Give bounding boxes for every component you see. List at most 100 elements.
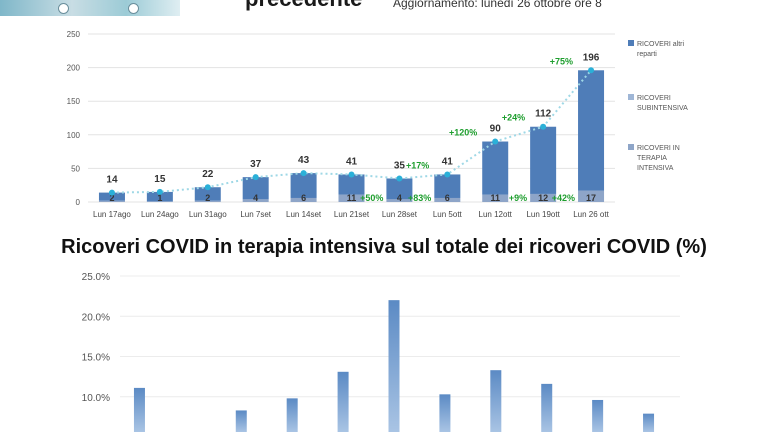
y-tick-label: 50 xyxy=(71,164,80,173)
total-growth-label: +17% xyxy=(406,160,429,170)
total-point xyxy=(252,174,259,181)
x-tick-label: Lun 5ott xyxy=(433,210,463,219)
bar-terapia-intensiva xyxy=(242,199,269,202)
icu-share-bar xyxy=(541,383,553,432)
bar-terapia-intensiva xyxy=(338,194,365,202)
total-value-label: 90 xyxy=(490,124,502,135)
header-logo-image xyxy=(0,0,180,16)
legend-swatch xyxy=(628,94,634,100)
update-timestamp: Aggiornamento: lunedì 26 ottobre ore 8 xyxy=(393,0,602,10)
total-value-label: 14 xyxy=(106,175,118,186)
icu-share-bar xyxy=(592,399,604,432)
x-tick-label: Lun 7set xyxy=(240,210,271,219)
bar-altri-reparti xyxy=(194,187,221,201)
bar-terapia-intensiva xyxy=(578,190,605,202)
legend-swatch xyxy=(628,144,634,150)
total-point xyxy=(108,189,115,196)
x-tick-label: Lun 12ott xyxy=(479,210,513,219)
bar-altri-reparti xyxy=(434,174,461,198)
ti-growth-label: +9% xyxy=(509,193,527,203)
icu-share-bar xyxy=(133,387,145,432)
total-value-label: 15 xyxy=(154,174,166,185)
total-value-label: 22 xyxy=(202,169,214,180)
icu-share-bar xyxy=(337,371,349,432)
x-tick-label: Lun 19ott xyxy=(526,210,560,219)
wheel-icon xyxy=(128,3,139,14)
total-point xyxy=(588,67,595,74)
ti-value-label: 6 xyxy=(445,193,450,203)
bar-altri-reparti xyxy=(530,126,557,194)
wheel-icon xyxy=(58,3,69,14)
total-value-label: 41 xyxy=(346,156,358,167)
icu-share-bar xyxy=(235,410,247,432)
bar-terapia-intensiva xyxy=(98,200,125,202)
icu-share-bar xyxy=(388,300,400,432)
y-tick-label: 100 xyxy=(67,131,81,140)
ti-value-label: 11 xyxy=(347,193,357,203)
ti-value-label: 4 xyxy=(253,193,258,203)
y-tick-label: 250 xyxy=(67,30,81,39)
bar-terapia-intensiva xyxy=(530,193,557,202)
total-point xyxy=(444,171,451,178)
y-tick-label: 10.0% xyxy=(82,393,110,404)
bar-terapia-intensiva xyxy=(482,194,509,202)
total-value-label: 43 xyxy=(298,155,310,166)
bar-altri-reparti xyxy=(98,192,125,201)
total-growth-label: +120% xyxy=(449,128,477,138)
ti-growth-label: +42% xyxy=(552,193,575,203)
x-tick-label: Lun 14set xyxy=(286,210,322,219)
x-tick-label: Lun 24ago xyxy=(141,210,179,219)
icu-share-bar xyxy=(439,394,451,432)
icu-share-bar xyxy=(490,370,502,432)
total-value-label: 112 xyxy=(535,109,552,120)
x-tick-label: Lun 31ago xyxy=(189,210,227,219)
x-tick-label: Lun 21set xyxy=(334,210,370,219)
x-tick-label: Lun 26 ott xyxy=(573,210,609,219)
page-title: precedente xyxy=(245,0,362,12)
icu-share-chart: 25.0%20.0%15.0%10.0%5.0% xyxy=(82,272,680,432)
ti-value-label: 1 xyxy=(157,193,162,203)
ti-growth-label: +50% xyxy=(360,193,383,203)
y-tick-label: 25.0% xyxy=(82,272,110,283)
y-tick-label: 150 xyxy=(67,97,81,106)
icu-share-chart-title: Ricoveri COVID in terapia intensiva sul … xyxy=(61,236,707,258)
x-tick-label: Lun 17ago xyxy=(93,210,131,219)
y-tick-label: 0 xyxy=(76,198,81,207)
icu-share-bar xyxy=(643,413,655,432)
total-point xyxy=(396,175,403,182)
total-point xyxy=(204,184,211,191)
y-tick-label: 20.0% xyxy=(82,312,110,323)
total-point xyxy=(300,170,307,177)
ti-value-label: 17 xyxy=(586,193,596,203)
y-tick-label: 200 xyxy=(67,64,81,73)
bar-altri-reparti xyxy=(146,191,173,202)
ti-value-label: 2 xyxy=(205,193,210,203)
total-point xyxy=(540,123,547,130)
total-value-label: 37 xyxy=(250,159,262,170)
bar-altri-reparti xyxy=(290,173,317,198)
bar-terapia-intensiva xyxy=(434,197,461,202)
legend-label: RICOVERI SUBINTENSIVA xyxy=(637,95,688,112)
total-growth-label: +75% xyxy=(550,56,573,66)
bar-terapia-intensiva xyxy=(290,197,317,202)
bar-altri-reparti xyxy=(386,178,413,200)
x-tick-label: Lun 28set xyxy=(382,210,418,219)
bar-altri-reparti xyxy=(482,141,509,195)
bar-terapia-intensiva xyxy=(194,200,221,202)
ti-value-label: 11 xyxy=(490,193,500,203)
legend-label: RICOVERI altri reparti xyxy=(637,41,685,58)
bar-altri-reparti xyxy=(242,177,269,200)
y-tick-label: 15.0% xyxy=(82,353,110,364)
total-value-label: 35 xyxy=(394,160,406,171)
hospitalizations-chart: 0 50 100 150 200 250 2 14 Lun 17ago 1 15 Lun 24ago 2… xyxy=(67,30,689,219)
legend-label: RICOVERI IN TERAPIA INTENSIVA xyxy=(637,145,680,172)
ti-value-label: 4 xyxy=(397,193,402,203)
legend-swatch xyxy=(628,40,634,46)
ti-growth-label: +83% xyxy=(408,193,431,203)
total-value-label: 41 xyxy=(442,156,454,167)
bar-terapia-intensiva xyxy=(386,199,413,202)
bar-terapia-intensiva xyxy=(146,201,173,202)
icu-share-bar xyxy=(286,398,298,432)
ti-value-label: 6 xyxy=(301,193,306,203)
total-growth-label: +24% xyxy=(502,113,525,123)
